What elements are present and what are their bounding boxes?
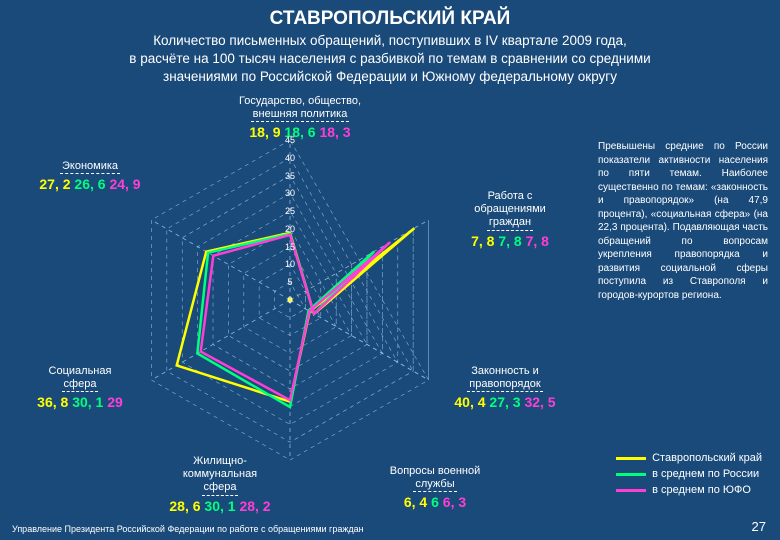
tick-label: 5: [278, 277, 302, 287]
annotation-text: Превышены средние по России показатели а…: [598, 140, 768, 302]
axis-label: Экономика27, 2 26, 6 24, 9: [20, 160, 160, 193]
axis-label: Жилищно-коммунальнаясфера28, 6 30, 1 28,…: [150, 455, 290, 514]
axis-label: Вопросы военнойслужбы6, 4 6 6, 3: [365, 465, 505, 511]
tick-label: 15: [278, 242, 302, 252]
tick-label: 0: [278, 295, 302, 305]
page-title: СТАВРОПОЛЬСКИЙ КРАЙ: [0, 0, 780, 30]
tick-label: 20: [278, 224, 302, 234]
legend-item: в среднем по ЮФО: [616, 484, 762, 496]
page-number: 27: [752, 519, 766, 534]
tick-label: 40: [278, 153, 302, 163]
axis-label: Законность иправопорядок40, 4 27, 3 32, …: [435, 365, 575, 411]
tick-label: 35: [278, 171, 302, 181]
axis-label: Социальнаясфера36, 8 30, 1 29: [10, 365, 150, 411]
axis-label: Работа собращениямиграждан7, 8 7, 8 7, 8: [440, 190, 580, 249]
legend-item: Ставропольский край: [616, 452, 762, 464]
tick-label: 25: [278, 206, 302, 216]
page-subtitle: Количество письменных обращений, поступи…: [0, 30, 780, 87]
tick-label: 45: [278, 135, 302, 145]
tick-label: 30: [278, 188, 302, 198]
tick-label: 10: [278, 259, 302, 269]
legend: Ставропольский край в среднем по России в …: [616, 448, 762, 500]
legend-item: в среднем по России: [616, 468, 762, 480]
footer-text: Управление Президента Российской Федерац…: [12, 524, 364, 534]
